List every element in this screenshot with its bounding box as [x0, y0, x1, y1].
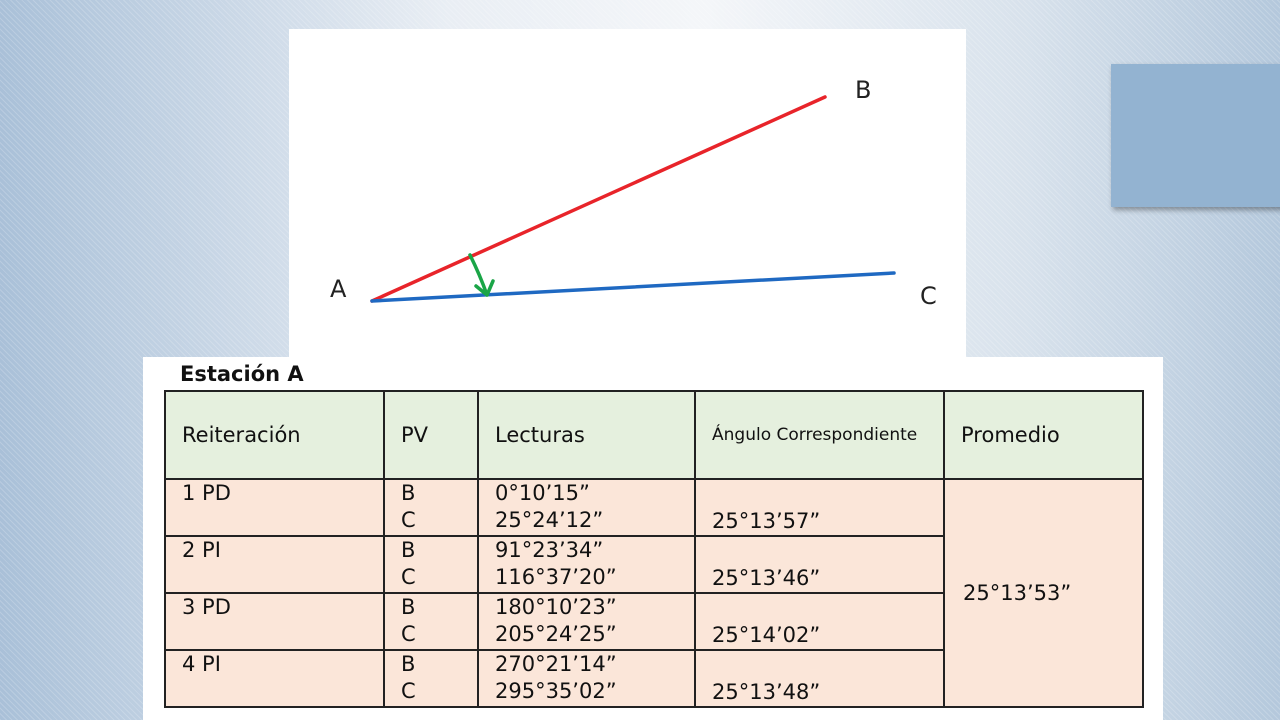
lectura-c: 25°24’12”	[495, 508, 604, 532]
angle-diagram	[370, 95, 896, 303]
point-label-b: B	[855, 76, 872, 104]
pv-b: B	[401, 481, 416, 505]
reiteracion-cell: 3 PD	[164, 592, 385, 651]
angulo-cell: 25°14’02”	[694, 592, 945, 651]
angulo-value: 25°14’02”	[712, 623, 821, 647]
pv-cell: B C	[383, 649, 479, 708]
table-row: 3 PD B C 180°10’23” 205°24’25” 25°14’02”	[164, 592, 1143, 651]
pv-b: B	[401, 652, 416, 676]
lecturas-cell: 0°10’15” 25°24’12”	[477, 478, 696, 537]
lectura-b: 91°23’34”	[495, 538, 604, 562]
point-label-c: C	[920, 282, 937, 310]
promedio-cell: 25°13’53”	[943, 478, 1144, 708]
point-label-a: A	[330, 275, 347, 303]
lecturas-cell: 91°23’34” 116°37’20”	[477, 535, 696, 594]
pv-cell: B C	[383, 535, 479, 594]
pv-c: C	[401, 679, 416, 703]
angle-figure: A B C	[289, 29, 966, 359]
header-angulo: Ángulo Correspondiente	[694, 390, 945, 480]
lectura-b: 0°10’15”	[495, 481, 590, 505]
lecturas-cell: 180°10’23” 205°24’25”	[477, 592, 696, 651]
pv-c: C	[401, 508, 416, 532]
angulo-value: 25°13’57”	[712, 509, 821, 533]
table-header-row: Reiteración PV Lecturas Ángulo Correspon…	[164, 390, 1144, 480]
angulo-cell: 25°13’57”	[694, 478, 945, 537]
header-lecturas: Lecturas	[477, 390, 696, 480]
line-ab	[370, 95, 827, 303]
station-title: Estación A	[180, 362, 304, 386]
angle-arrow-icon	[468, 253, 495, 297]
pv-c: C	[401, 565, 416, 589]
header-promedio: Promedio	[943, 390, 1144, 480]
readings-table: Reiteración PV Lecturas Ángulo Correspon…	[164, 390, 1144, 708]
decorative-blue-rectangle	[1111, 64, 1280, 207]
reiteracion-cell: 1 PD	[164, 478, 385, 537]
lectura-c: 295°35’02”	[495, 679, 617, 703]
pv-cell: B C	[383, 478, 479, 537]
angulo-cell: 25°13’46”	[694, 535, 945, 594]
reiteracion-cell: 4 PI	[164, 649, 385, 708]
table-row: 4 PI B C 270°21’14” 295°35’02” 25°13’48”	[164, 649, 1143, 708]
angulo-value: 25°13’46”	[712, 566, 821, 590]
angulo-value: 25°13’48”	[712, 680, 821, 704]
pv-b: B	[401, 595, 416, 619]
lectura-b: 270°21’14”	[495, 652, 617, 676]
reiteracion-cell: 2 PI	[164, 535, 385, 594]
pv-cell: B C	[383, 592, 479, 651]
table-row: 2 PI B C 91°23’34” 116°37’20” 25°13’46”	[164, 535, 1143, 594]
header-pv: PV	[383, 390, 479, 480]
pv-c: C	[401, 622, 416, 646]
lectura-b: 180°10’23”	[495, 595, 617, 619]
table-row: 1 PD B C 0°10’15” 25°24’12” 25°13’57” 25…	[164, 478, 1144, 708]
lectura-c: 205°24’25”	[495, 622, 617, 646]
angulo-cell: 25°13’48”	[694, 649, 945, 708]
lectura-c: 116°37’20”	[495, 565, 617, 589]
pv-b: B	[401, 538, 416, 562]
station-table-panel: Estación A Reiteración PV Lecturas Ángul…	[143, 357, 1163, 720]
line-ac	[370, 271, 896, 303]
lecturas-cell: 270°21’14” 295°35’02”	[477, 649, 696, 708]
header-reiteracion: Reiteración	[164, 390, 385, 480]
